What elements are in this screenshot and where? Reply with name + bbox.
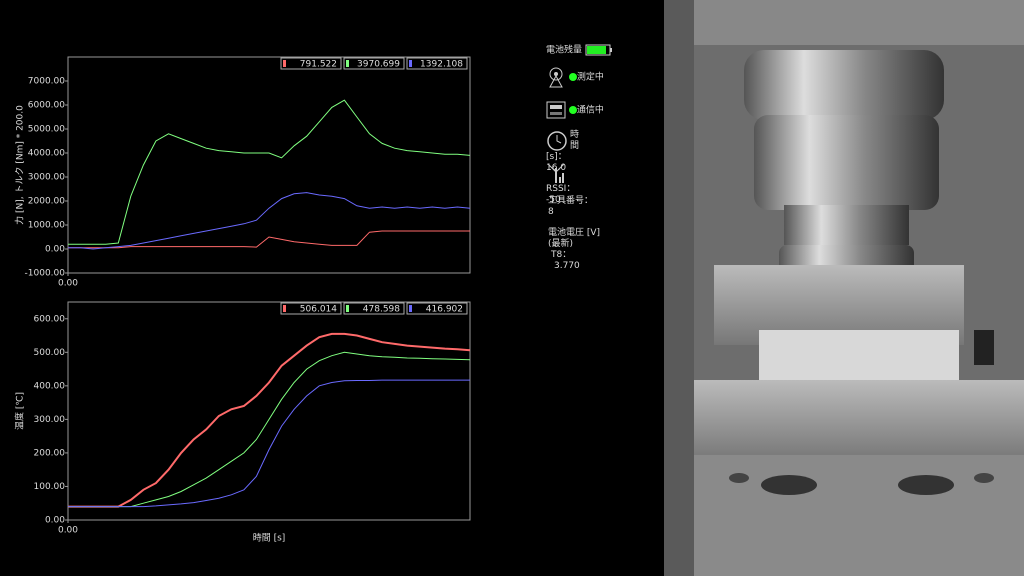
battery-label: 電池残量 [546, 45, 583, 56]
y-tick-label: 3000.00 [28, 173, 65, 183]
plot-frame [67, 301, 471, 521]
measuring: 測定中 [576, 72, 604, 83]
y-tick-label: 0.00 [45, 245, 65, 255]
communicating: 通信中 [576, 105, 604, 116]
voltage-tool: T8： [551, 250, 572, 260]
plot-frame [67, 56, 471, 274]
measure-row: 測定中 [546, 66, 604, 88]
legend-box [406, 57, 468, 70]
voltage-note: (最新) [548, 239, 574, 249]
legend-swatch [283, 60, 286, 67]
voltage-row: 電池電圧 [V] (最新) T8： 3.770 [548, 228, 600, 272]
rssi-label: RSSI： [546, 184, 576, 194]
y-tick-label: 200.00 [34, 448, 66, 458]
time-label: 時間 [s]： [546, 130, 580, 162]
clock-icon [547, 131, 567, 151]
x-tick-label: 0.00 [58, 279, 78, 289]
y-tick-label: 100.00 [34, 482, 66, 492]
legend-swatch [409, 305, 412, 312]
legend-box [280, 302, 342, 315]
legend-box [343, 57, 405, 70]
series-line [68, 379, 470, 508]
series-line [68, 332, 471, 508]
voltage-value: 3.770 [554, 261, 580, 271]
comm-row: 通信中 [546, 100, 604, 120]
y-tick-label: 1000.00 [28, 221, 65, 231]
x-tick-label: 0.00 [58, 526, 78, 536]
y-tick-label: 7000.00 [28, 77, 65, 87]
y-tick-label: 0.00 [45, 516, 65, 526]
legend-value: 506.014 [300, 305, 337, 315]
legend-value: 1392.108 [420, 60, 463, 70]
y-tick-label: 6000.00 [28, 101, 65, 111]
signal-icon [547, 163, 565, 183]
y-axis-label: 力 [N], トルク [Nm] * 200.0 [14, 105, 26, 225]
series-line [68, 230, 470, 249]
battery-row: 電池残量 [546, 44, 613, 57]
battery-icon [585, 44, 612, 56]
y-tick-label: -1000.00 [25, 269, 66, 279]
y-tick-label: 500.00 [34, 348, 66, 358]
tool-value: 8 [548, 207, 554, 217]
legend-value: 416.902 [426, 305, 463, 315]
series-line [68, 192, 471, 250]
legend-box [343, 302, 405, 315]
legend-swatch [409, 60, 412, 67]
legend-box [406, 302, 468, 315]
legend-box [280, 57, 342, 70]
series-line [68, 99, 471, 245]
legend-value: 478.598 [363, 305, 400, 315]
comm-icon [546, 101, 566, 119]
y-tick-label: 300.00 [34, 415, 66, 425]
y-axis-label: 温度 [℃] [14, 392, 26, 430]
series-line [68, 351, 471, 508]
tool-row: 工具番号： 8 [548, 196, 593, 218]
y-tick-label: 4000.00 [28, 149, 65, 159]
charts: -1000.000.001000.002000.003000.004000.00… [14, 56, 471, 544]
antenna-icon [549, 67, 563, 88]
y-tick-label: 400.00 [34, 381, 66, 391]
tool-label: 工具番号： [548, 196, 594, 206]
y-tick-label: 5000.00 [28, 125, 65, 135]
camera-view [664, 0, 1024, 576]
y-tick-label: 600.00 [34, 314, 66, 324]
y-tick-label: 2000.00 [28, 197, 65, 207]
legend-value: 791.522 [300, 60, 337, 70]
rssi-value: -50 [546, 195, 561, 205]
rssi-row: RSSI： -50 [546, 162, 575, 206]
legend-swatch [283, 305, 286, 312]
legend-value: 3970.699 [357, 60, 400, 70]
voltage-label: 電池電圧 [V] [548, 228, 601, 238]
legend-swatch [346, 305, 349, 312]
legend-swatch [346, 60, 349, 67]
x-axis-label: 時間 [s] [253, 533, 286, 544]
